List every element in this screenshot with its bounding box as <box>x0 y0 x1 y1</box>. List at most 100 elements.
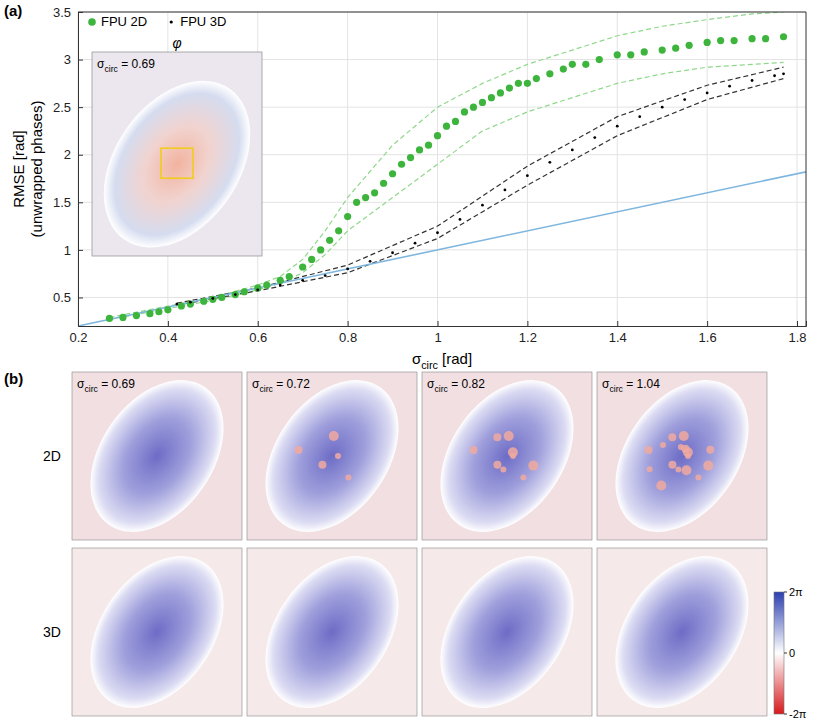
line <box>177 67 784 303</box>
point <box>425 142 432 149</box>
point <box>497 89 504 96</box>
inset-image <box>92 52 262 256</box>
label-part: = <box>448 377 462 391</box>
point <box>211 297 214 300</box>
point <box>106 315 113 322</box>
point <box>515 80 522 87</box>
label-value: 0.69 <box>132 57 156 71</box>
label-part: [rad] <box>438 350 472 367</box>
legend-marker <box>170 20 173 23</box>
point <box>672 45 679 52</box>
point <box>436 231 439 234</box>
point <box>335 227 342 234</box>
grid-line <box>78 12 806 13</box>
point <box>481 204 484 207</box>
colorbar <box>774 592 784 714</box>
x-axis: 0.20.40.60.811.21.41.61.8 <box>69 321 806 345</box>
point <box>362 194 369 201</box>
point <box>286 273 293 280</box>
tick-mark <box>78 107 83 108</box>
point <box>119 314 126 321</box>
label: σcirc = 1.04 <box>602 377 660 394</box>
tick: 0.4 <box>159 321 177 345</box>
label: σcirc = 0.72 <box>252 377 310 394</box>
tick-mark <box>78 155 83 156</box>
tick: 1.6 <box>699 321 717 345</box>
row-label: 3D <box>43 624 61 640</box>
phase-frame <box>247 548 417 716</box>
phase-cloud <box>597 372 767 540</box>
tick-label: 1 <box>434 330 441 345</box>
point <box>369 260 372 263</box>
point <box>638 115 641 118</box>
label-value: 0.82 <box>462 377 486 391</box>
point <box>301 279 304 282</box>
point <box>178 302 185 309</box>
panel-a: φσcirc = 0.690.20.40.60.811.21.41.61.80.… <box>4 2 807 371</box>
point <box>459 218 462 221</box>
point <box>461 108 468 115</box>
phase-defect <box>470 446 478 454</box>
point <box>683 98 686 101</box>
point <box>533 75 540 82</box>
label-value: 0.72 <box>287 377 311 391</box>
phase-defect <box>706 446 714 454</box>
phase-defect <box>668 461 676 469</box>
point <box>324 274 327 277</box>
phase-map <box>72 372 242 540</box>
inset: φσcirc = 0.69 <box>73 35 280 275</box>
phase-map <box>422 548 592 716</box>
legend-label: FPU 3D <box>180 14 226 29</box>
colorbar-tick <box>784 714 787 715</box>
point <box>277 277 284 284</box>
point <box>326 237 333 244</box>
point <box>317 246 324 253</box>
tick: 0.6 <box>249 321 267 345</box>
point <box>730 37 737 44</box>
panel-label: (b) <box>4 370 23 387</box>
tick: 2.5 <box>53 100 83 115</box>
tick-label: 1.2 <box>519 330 537 345</box>
tick-label: 1.8 <box>788 330 806 345</box>
axis-line <box>79 321 807 327</box>
point <box>506 85 513 92</box>
point <box>470 104 477 111</box>
tick-label: 1.5 <box>53 195 71 210</box>
point <box>762 35 769 42</box>
axis-title: (unwrapped phases) <box>28 101 45 238</box>
tick: 1.2 <box>519 321 537 345</box>
phase-defect <box>520 474 526 480</box>
point <box>614 51 621 58</box>
phase-frame <box>72 372 242 540</box>
point <box>164 306 171 313</box>
point <box>571 149 574 152</box>
point <box>569 61 576 68</box>
phase-frame <box>422 548 592 716</box>
point <box>546 70 553 77</box>
tick-label: 3.5 <box>53 5 71 20</box>
point <box>279 284 282 287</box>
phase-frame <box>597 372 767 540</box>
panel-b: (b)2Dσcirc = 0.69σcirc = 0.72σcirc = 0.8… <box>4 355 807 726</box>
tick-mark <box>78 297 83 298</box>
point <box>526 174 529 177</box>
point <box>254 284 261 291</box>
phase-cloud <box>247 548 417 716</box>
tick-label: 2 <box>64 147 71 162</box>
tick-mark <box>258 321 259 326</box>
point <box>189 301 192 304</box>
point <box>641 48 648 55</box>
tick-mark <box>527 321 528 326</box>
point <box>434 132 441 139</box>
point <box>504 189 507 192</box>
label-sub: circ <box>259 384 273 394</box>
point <box>751 79 754 82</box>
phase-frame <box>72 548 242 716</box>
point <box>593 136 596 139</box>
tick: 1 <box>434 321 441 345</box>
tick: 1.5 <box>53 195 83 210</box>
tick-label: 2.5 <box>53 100 71 115</box>
point <box>443 123 450 130</box>
point <box>371 189 378 196</box>
axis-line <box>79 13 84 327</box>
